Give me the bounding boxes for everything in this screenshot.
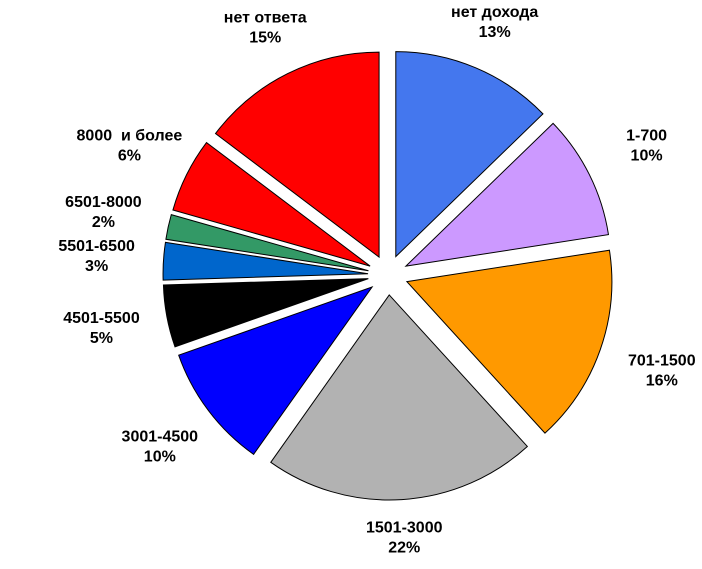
slice-value-label: 15% [249,30,281,47]
slice-value-label: 10% [631,147,663,164]
pie-slice [172,141,371,267]
pie-slice [404,122,610,267]
slice-label: 6501-8000 [65,194,142,211]
slice-label: 4501-5500 [63,310,140,327]
pie-slice [214,51,380,259]
pie-slice [162,241,369,281]
pie-slice [405,249,613,434]
slice-label: нет дохода [451,4,538,21]
slice-label: 3001-4500 [122,429,199,446]
slice-value-label: 10% [144,449,176,466]
slice-label: нет ответа [224,10,307,27]
pie-slice [178,286,374,456]
slice-value-label: 3% [85,258,108,275]
slice-value-label: 13% [479,24,511,41]
slice-value-label: 5% [90,330,113,347]
slice-value-label: 6% [118,147,141,164]
pie-slice [165,214,369,272]
slice-value-label: 2% [92,214,115,231]
slice-value-label: 22% [388,540,420,557]
slice-label: 701-1500 [628,353,696,370]
slice-label: 5501-6500 [58,238,135,255]
slice-label: 8000 и более [77,127,183,144]
pie-slice [270,294,529,501]
pie-slice [162,278,369,348]
slice-value-label: 16% [646,373,678,390]
slice-label: 1501-3000 [366,520,443,537]
pie-slice [395,51,544,258]
slice-label: 1-700 [626,127,667,144]
